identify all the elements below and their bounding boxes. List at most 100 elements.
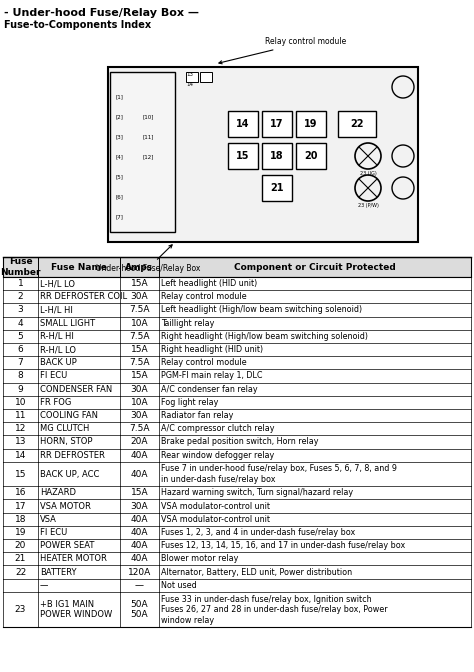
Text: Not used: Not used	[161, 581, 197, 590]
Text: Taillight relay: Taillight relay	[161, 319, 214, 328]
Text: 23 (P/W): 23 (P/W)	[357, 203, 378, 208]
Text: 20: 20	[15, 541, 26, 550]
Text: L-H/L LO: L-H/L LO	[40, 279, 75, 288]
Text: Fog light relay: Fog light relay	[161, 398, 219, 407]
Bar	[3, 356, 471, 370]
Bar	[3, 565, 471, 579]
Text: Fuses 1, 2, 3, and 4 in under-dash fuse/relay box: Fuses 1, 2, 3, and 4 in under-dash fuse/…	[161, 528, 355, 537]
Text: Fuses 12, 13, 14, 15, 16, and 17 in under-dash fuse/relay box: Fuses 12, 13, 14, 15, 16, and 17 in unde…	[161, 541, 405, 550]
Text: 14: 14	[15, 451, 26, 460]
Text: 12: 12	[15, 424, 26, 433]
Text: 16: 16	[15, 489, 26, 497]
Text: - Under-hood Fuse/Relay Box —: - Under-hood Fuse/Relay Box —	[4, 8, 199, 18]
Text: Left headlight (HID unit): Left headlight (HID unit)	[161, 279, 257, 288]
Text: Relay control module: Relay control module	[219, 38, 346, 64]
Text: BACK UP: BACK UP	[40, 358, 77, 368]
Bar	[108, 67, 418, 242]
Text: FI ECU: FI ECU	[40, 372, 67, 380]
Text: +B IG1 MAIN
POWER WINDOW: +B IG1 MAIN POWER WINDOW	[40, 600, 112, 620]
Bar	[262, 143, 292, 169]
Bar	[3, 290, 471, 303]
Text: 10A: 10A	[131, 398, 148, 407]
Text: 23: 23	[15, 605, 26, 614]
Text: RR DEFROSTER: RR DEFROSTER	[40, 451, 105, 460]
Text: R-H/L LO: R-H/L LO	[40, 345, 76, 354]
Bar	[3, 539, 471, 552]
Bar	[3, 303, 471, 317]
Text: BATTERY: BATTERY	[40, 568, 76, 577]
Text: 40A: 40A	[131, 451, 148, 460]
Text: 30A: 30A	[131, 501, 148, 511]
Bar	[3, 382, 471, 396]
Text: FI ECU: FI ECU	[40, 528, 67, 537]
Text: 40A: 40A	[131, 470, 148, 478]
Text: [5]: [5]	[116, 175, 124, 179]
Text: BACK UP, ACC: BACK UP, ACC	[40, 470, 100, 478]
Bar	[3, 409, 471, 422]
Text: [7]: [7]	[116, 214, 124, 220]
Text: 18: 18	[270, 151, 284, 161]
Text: 13: 13	[186, 73, 193, 77]
Text: HORN, STOP: HORN, STOP	[40, 437, 92, 446]
Text: Hazard warning switch, Turn signal/hazard relay: Hazard warning switch, Turn signal/hazar…	[161, 489, 353, 497]
Text: VSA modulator-control unit: VSA modulator-control unit	[161, 501, 270, 511]
Text: POWER SEAT: POWER SEAT	[40, 541, 94, 550]
Bar	[296, 111, 326, 137]
Text: Right headlight (High/low beam switching solenoid): Right headlight (High/low beam switching…	[161, 332, 368, 341]
Bar	[3, 579, 471, 592]
Bar	[3, 370, 471, 382]
Text: 50A
50A: 50A 50A	[131, 600, 148, 620]
Bar	[3, 330, 471, 343]
Text: [1]: [1]	[116, 95, 124, 99]
Text: Fuse
Number: Fuse Number	[0, 257, 41, 277]
Text: 7.5A: 7.5A	[129, 424, 150, 433]
Bar	[262, 111, 292, 137]
Text: 20: 20	[304, 151, 318, 161]
Text: Fuse 33 in under-dash fuse/relay box, Ignition switch
Fuses 26, 27 and 28 in und: Fuse 33 in under-dash fuse/relay box, Ig…	[161, 595, 388, 624]
Bar	[3, 487, 471, 499]
Text: 8: 8	[18, 372, 23, 380]
Text: 7.5A: 7.5A	[129, 358, 150, 368]
Text: 17: 17	[15, 501, 26, 511]
Text: [10]: [10]	[143, 114, 155, 120]
Text: A/C condenser fan relay: A/C condenser fan relay	[161, 384, 258, 394]
Text: Radiator fan relay: Radiator fan relay	[161, 411, 233, 420]
Text: 22: 22	[15, 568, 26, 577]
Bar	[3, 592, 471, 628]
Text: RR DEFROSTER COIL: RR DEFROSTER COIL	[40, 292, 127, 301]
Text: Fuse-to-Components Index: Fuse-to-Components Index	[4, 20, 151, 30]
Text: Left headlight (High/low beam switching solenoid): Left headlight (High/low beam switching …	[161, 306, 362, 314]
Text: Amps: Amps	[126, 263, 154, 271]
Text: R-H/L HI: R-H/L HI	[40, 332, 74, 341]
Bar	[3, 526, 471, 539]
Bar	[3, 499, 471, 513]
Text: Blower motor relay: Blower motor relay	[161, 554, 238, 563]
Bar	[262, 175, 292, 201]
Bar	[296, 143, 326, 169]
Text: 22: 22	[350, 119, 364, 129]
Text: Brake pedal position switch, Horn relay: Brake pedal position switch, Horn relay	[161, 437, 319, 446]
Text: 30A: 30A	[131, 411, 148, 420]
Bar	[228, 111, 258, 137]
Text: [3]: [3]	[116, 134, 124, 140]
Text: 14: 14	[186, 83, 193, 87]
Bar	[110, 72, 175, 232]
Bar	[200, 72, 212, 82]
Text: VSA MOTOR: VSA MOTOR	[40, 501, 91, 511]
Text: Relay control module: Relay control module	[161, 292, 246, 301]
Text: 2: 2	[18, 292, 23, 301]
Text: PGM-FI main relay 1, DLC: PGM-FI main relay 1, DLC	[161, 372, 263, 380]
Text: Rear window defogger relay: Rear window defogger relay	[161, 451, 274, 460]
Text: MG CLUTCH: MG CLUTCH	[40, 424, 90, 433]
Bar	[3, 435, 471, 449]
Text: HAZARD: HAZARD	[40, 489, 76, 497]
Text: [4]: [4]	[116, 155, 124, 159]
Bar	[3, 277, 471, 290]
Text: 9: 9	[18, 384, 23, 394]
Text: 40A: 40A	[131, 541, 148, 550]
Text: 13: 13	[15, 437, 26, 446]
Text: 23 (IG): 23 (IG)	[360, 171, 376, 176]
Text: —: —	[40, 581, 48, 590]
Text: 21: 21	[15, 554, 26, 563]
Text: 7.5A: 7.5A	[129, 332, 150, 341]
